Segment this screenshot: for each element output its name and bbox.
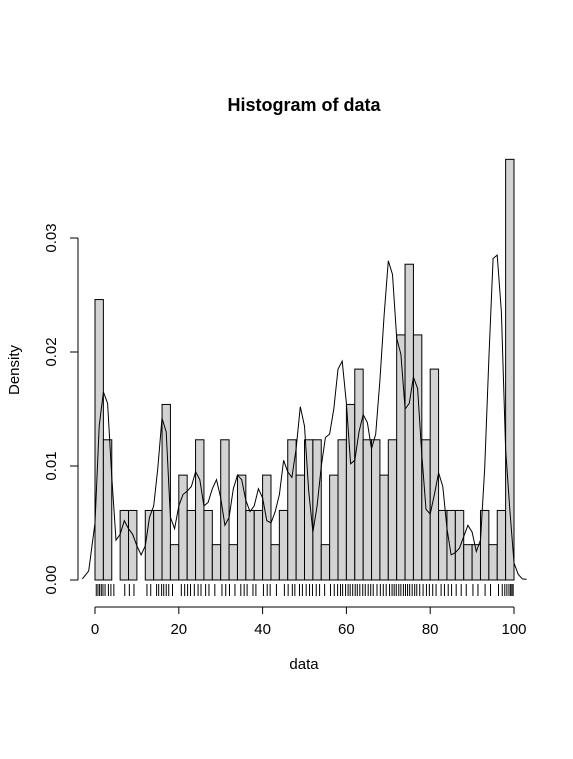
histogram-bar: [496, 509, 507, 581]
histogram-bar: [304, 439, 314, 581]
x-tick-label: 60: [338, 621, 355, 638]
y-axis: 0.00 0.01 0.02 0.03: [43, 223, 79, 595]
histogram-bar: [169, 544, 180, 581]
rug-marks: [95, 584, 514, 596]
histogram-bar: [153, 509, 163, 581]
histogram-bar: [505, 158, 515, 581]
y-tick-label: 0.03: [43, 223, 60, 252]
histogram-bar: [253, 509, 264, 581]
histogram-bar: [337, 439, 347, 581]
x-tick-label: 40: [254, 621, 271, 638]
x-tick-label: 0: [91, 621, 99, 638]
x-tick-label: 100: [501, 621, 526, 638]
x-tick-label: 80: [422, 621, 439, 638]
histogram-bar: [454, 509, 465, 581]
histogram-bar: [295, 474, 305, 581]
histogram-bar: [412, 334, 423, 581]
y-tick-label: 0.02: [43, 337, 60, 366]
histogram-bar: [429, 368, 440, 581]
histogram-bar: [312, 439, 322, 581]
histogram-bar: [195, 439, 205, 581]
histogram-bar: [211, 544, 222, 581]
histogram-bar: [387, 439, 398, 581]
histogram-bar: [379, 474, 389, 581]
histogram-bar: [438, 509, 448, 581]
histogram-bar: [446, 509, 456, 581]
x-axis: 0 20 40 60 80 100: [91, 606, 527, 638]
x-axis-label: data: [289, 656, 319, 673]
histogram-bar: [463, 544, 473, 581]
histogram-bar: [262, 474, 272, 581]
histogram-bar: [396, 334, 406, 581]
chart-title: Histogram of data: [227, 95, 381, 115]
y-tick-label: 0.01: [43, 451, 60, 480]
histogram-bar: [228, 544, 238, 581]
histogram-bar: [320, 544, 331, 581]
y-axis-label: Density: [6, 344, 23, 395]
x-tick-label: 20: [170, 621, 187, 638]
histogram-bar: [178, 474, 188, 581]
density-curve-group: [82, 254, 527, 580]
histogram-bar: [329, 474, 339, 581]
histogram-bar: [220, 439, 230, 581]
histogram-bar: [270, 544, 280, 581]
histogram-bar: [203, 509, 213, 581]
density-curve: [82, 254, 527, 580]
histogram-bar: [362, 439, 373, 581]
histogram-bar: [236, 474, 247, 581]
histogram-bar: [404, 263, 414, 581]
histogram-bar: [161, 403, 171, 581]
histogram-bars: [94, 158, 515, 581]
histogram-bar: [128, 509, 138, 581]
histogram-bar: [354, 368, 364, 581]
histogram-bar: [186, 509, 197, 581]
histogram-bar: [371, 439, 381, 581]
y-tick-label: 0.00: [43, 565, 60, 594]
histogram-bar: [488, 544, 498, 581]
histogram-bar: [102, 439, 113, 581]
histogram-bar: [94, 299, 104, 581]
histogram-bar: [278, 509, 289, 581]
histogram-bar: [345, 403, 356, 581]
histogram-bar: [287, 439, 297, 581]
histogram-bar: [245, 509, 255, 581]
